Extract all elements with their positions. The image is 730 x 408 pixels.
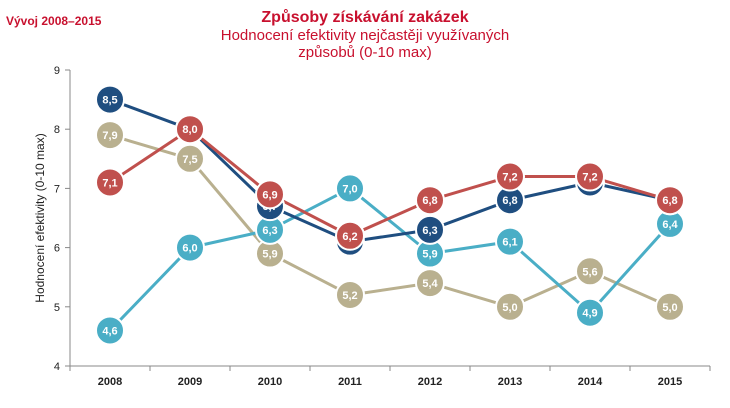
series-4-point	[575, 161, 605, 192]
series-1-data-label: 7,9	[102, 130, 117, 142]
x-tick-label: 2012	[418, 376, 442, 388]
chart-subtitle-line-1: Hodnocení efektivity nejčastěji využívan…	[220, 27, 510, 44]
x-tick-label: 2011	[338, 376, 362, 388]
series-3-data-label: 6,3	[422, 225, 437, 237]
series-4-data-label: 6,8	[662, 195, 677, 207]
series-1-point	[415, 268, 445, 299]
series-2-point	[335, 173, 365, 204]
series-2-data-label: 7,0	[342, 183, 357, 195]
series-4-data-label: 6,9	[262, 189, 277, 201]
series-1-point	[495, 291, 525, 322]
series-3-data-label: 8,5	[102, 95, 117, 107]
series-2-data-label: 5,9	[422, 249, 437, 261]
series-4-point	[655, 185, 685, 216]
series-2-data-label: 6,1	[502, 237, 517, 249]
series-2-data-label: 4,6	[102, 325, 117, 337]
x-tick-label: 2008	[98, 376, 122, 388]
y-tick-label: 5	[54, 302, 60, 314]
x-tick-label: 2009	[178, 376, 202, 388]
series-2-point	[95, 315, 125, 346]
series-1-point	[95, 120, 125, 151]
series-4-data-label: 7,2	[502, 172, 517, 184]
y-tick-label: 6	[54, 243, 60, 255]
series-1-data-label: 5,0	[662, 302, 677, 314]
y-tick-label: 9	[54, 65, 60, 77]
series-2-data-label: 6,0	[182, 243, 197, 255]
series-3-point	[95, 84, 125, 115]
series-1-point	[575, 256, 605, 287]
x-tick-label: 2014	[578, 376, 603, 388]
series-1-data-label: 7,5	[182, 154, 197, 166]
series-2-point	[575, 297, 605, 328]
series-1-data-label: 5,6	[582, 266, 597, 278]
x-tick-label: 2010	[258, 376, 282, 388]
series-4-data-label: 7,1	[102, 177, 117, 189]
y-tick-label: 8	[54, 124, 60, 136]
y-tick-label: 4	[54, 361, 60, 373]
series-2-point	[495, 226, 525, 257]
series-1-data-label: 5,4	[422, 278, 438, 290]
series-3-point	[415, 214, 445, 245]
series-4-point	[415, 185, 445, 216]
series-2-data-label: 6,4	[662, 219, 678, 231]
series-1-point	[175, 143, 205, 174]
period-label: Vývoj 2008–2015	[6, 14, 102, 28]
series-3-data-label: 6,8	[502, 195, 517, 207]
series-4-point	[175, 114, 205, 145]
series-4-data-label: 7,2	[582, 172, 597, 184]
series-4-point	[95, 167, 125, 198]
series-4-point	[495, 161, 525, 192]
chart-titles: Způsoby získávání zakázek Hodnocení efek…	[0, 8, 730, 61]
series-4-data-label: 8,0	[182, 124, 197, 136]
series-4-data-label: 6,2	[342, 231, 357, 243]
chart-title: Způsoby získávání zakázek	[261, 9, 469, 26]
x-tick-label: 2015	[658, 376, 682, 388]
series-2-point	[175, 232, 205, 263]
series-1-point	[335, 279, 365, 310]
series-2-data-label: 6,3	[262, 225, 277, 237]
series-2-data-label: 4,9	[582, 308, 597, 320]
x-tick-label: 2013	[498, 376, 522, 388]
chart-subtitle-line-2: způsobů (0-10 max)	[298, 44, 432, 61]
series-4-point	[335, 220, 365, 251]
series-1-data-label: 5,2	[342, 290, 357, 302]
series-4-point	[255, 179, 285, 210]
series-1-data-label: 5,0	[502, 302, 517, 314]
series-1-point	[655, 291, 685, 322]
series-1-data-label: 5,9	[262, 249, 277, 261]
y-tick-label: 7	[54, 183, 60, 195]
series-4-data-label: 6,8	[422, 195, 437, 207]
